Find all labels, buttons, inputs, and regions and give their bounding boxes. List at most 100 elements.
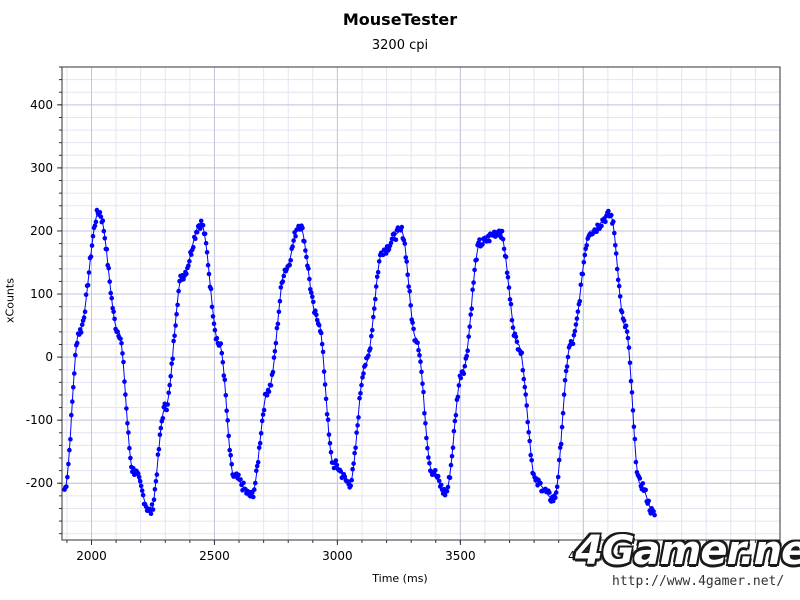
- x-tick-label: 3000: [322, 549, 353, 563]
- data-point: [194, 230, 200, 235]
- data-point: [406, 284, 412, 289]
- data-point: [368, 346, 373, 351]
- series-line: [64, 211, 655, 516]
- data-point: [555, 474, 561, 480]
- data-point: [373, 296, 378, 302]
- data-point: [415, 340, 420, 346]
- data-point: [303, 248, 308, 253]
- data-point: [456, 383, 462, 388]
- data-point: [462, 363, 468, 369]
- data-point: [172, 333, 177, 339]
- data-point: [466, 334, 472, 339]
- data-point: [293, 234, 298, 239]
- data-point: [270, 369, 276, 375]
- data-point: [419, 369, 424, 375]
- data-point: [189, 252, 194, 257]
- data-point: [191, 245, 196, 250]
- data-point: [209, 304, 215, 310]
- data-point: [420, 381, 425, 387]
- data-point: [153, 479, 159, 484]
- data-point: [646, 498, 651, 504]
- data-point: [69, 412, 74, 418]
- data-point: [563, 368, 569, 374]
- data-point: [236, 472, 241, 478]
- data-point: [477, 237, 482, 242]
- data-point: [366, 353, 371, 358]
- data-point: [86, 270, 92, 275]
- data-point: [449, 453, 455, 459]
- x-tick-label: 3500: [445, 549, 476, 563]
- data-point: [582, 252, 588, 258]
- data-point: [127, 445, 132, 451]
- data-point: [624, 329, 630, 334]
- data-point: [632, 436, 638, 442]
- data-point: [525, 419, 530, 425]
- x-axis-label: Time (ms): [372, 572, 428, 585]
- data-point: [257, 440, 263, 446]
- data-point: [306, 266, 311, 271]
- data-point: [121, 359, 126, 365]
- axis-ticks: [57, 66, 781, 545]
- data-point: [70, 399, 75, 404]
- data-point: [198, 218, 204, 224]
- data-point: [98, 214, 104, 219]
- data-point: [200, 222, 206, 228]
- data-point: [72, 371, 77, 376]
- data-point: [214, 335, 220, 341]
- data-point: [342, 474, 348, 480]
- data-point: [173, 323, 178, 328]
- data-point: [140, 492, 146, 498]
- x-tick-label: 2500: [199, 549, 230, 563]
- data-point: [372, 306, 377, 311]
- data-point: [571, 332, 577, 338]
- data-point: [264, 393, 270, 398]
- data-point: [149, 502, 155, 507]
- data-point: [560, 410, 566, 416]
- data-point: [352, 450, 357, 456]
- data-point: [324, 412, 330, 417]
- data-point: [266, 389, 272, 394]
- data-point: [128, 455, 133, 461]
- data-point: [126, 430, 131, 435]
- data-point: [410, 320, 415, 325]
- x-tick-label: 4000: [568, 549, 599, 563]
- data-point: [547, 490, 552, 495]
- data-point: [369, 333, 374, 339]
- data-point: [71, 385, 76, 390]
- data-point: [357, 395, 362, 401]
- data-point: [506, 285, 512, 290]
- data-point: [350, 466, 355, 472]
- data-point: [291, 238, 296, 243]
- data-point: [627, 360, 633, 366]
- data-point: [112, 316, 117, 322]
- data-point: [227, 447, 232, 453]
- data-point: [572, 328, 578, 334]
- data-point: [202, 231, 208, 237]
- data-point: [421, 389, 426, 395]
- data-point: [524, 403, 529, 408]
- data-point: [187, 259, 192, 264]
- data-point: [521, 376, 527, 382]
- major-grid: [62, 67, 780, 540]
- data-point: [616, 283, 622, 289]
- data-point: [281, 273, 287, 279]
- data-point: [170, 356, 175, 362]
- data-point: [403, 255, 409, 260]
- data-point: [168, 373, 173, 379]
- y-tick-label: 100: [30, 287, 53, 301]
- data-point: [603, 219, 608, 225]
- data-point: [614, 266, 620, 272]
- data-point: [360, 375, 365, 380]
- data-point: [224, 408, 229, 414]
- data-point: [507, 297, 513, 302]
- data-point: [615, 277, 621, 283]
- data-point: [254, 463, 260, 469]
- data-point: [204, 250, 210, 255]
- data-point: [253, 468, 259, 474]
- data-point: [323, 396, 329, 402]
- data-point: [313, 308, 318, 314]
- data-point: [401, 237, 407, 243]
- data-point: [405, 272, 411, 278]
- data-point: [226, 433, 231, 439]
